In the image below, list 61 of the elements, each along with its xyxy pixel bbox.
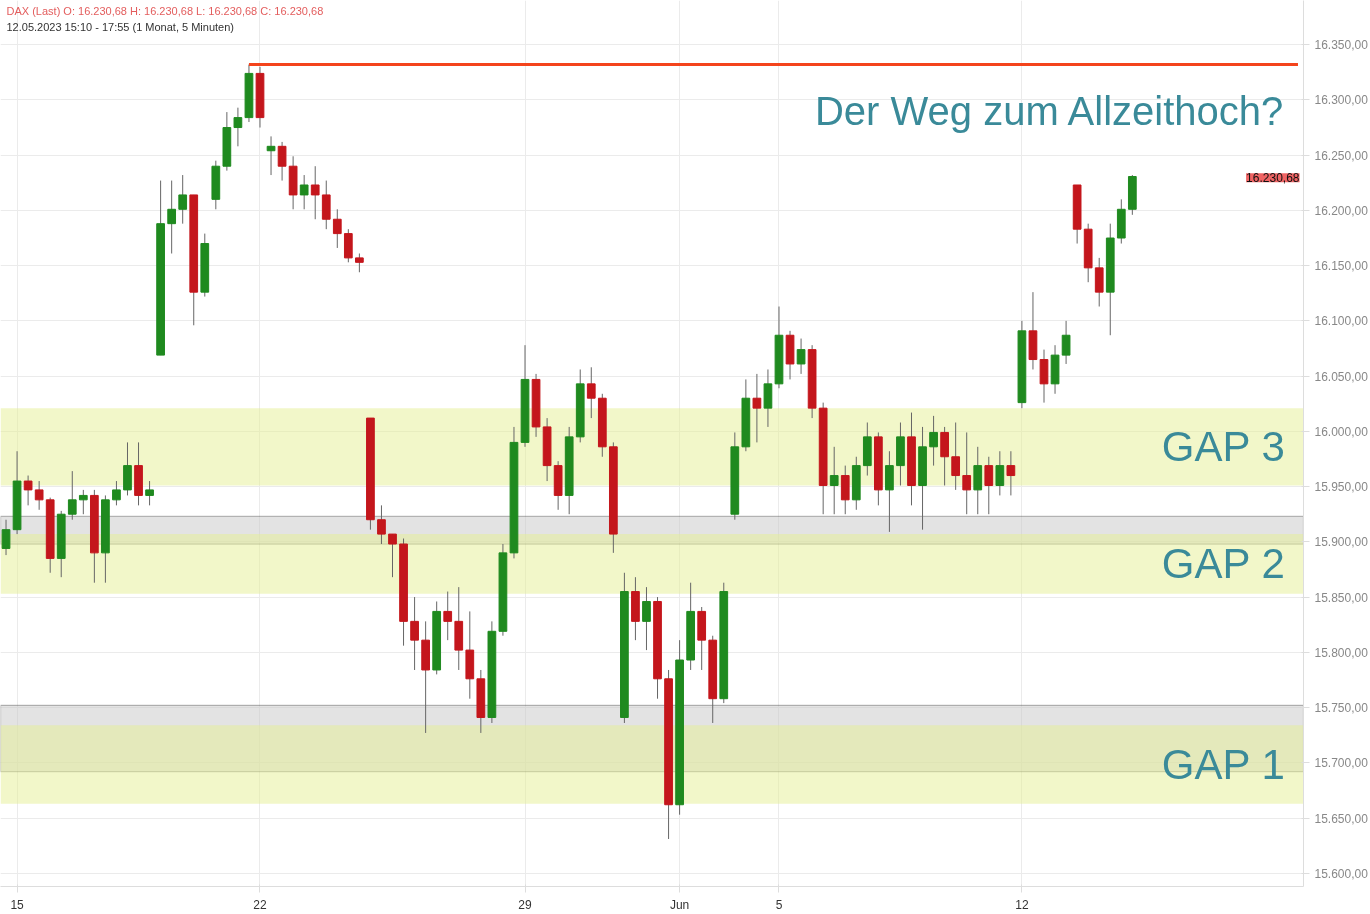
x-tick-label: 15 xyxy=(10,897,25,912)
y-tick-label: 16.050,00 xyxy=(1314,369,1369,384)
y-tick-label: 16.300,00 xyxy=(1314,93,1369,108)
x-tick-label: 22 xyxy=(253,897,267,912)
candlestick xyxy=(299,174,309,210)
y-tick-label: 15.650,00 xyxy=(1314,811,1369,826)
y-tick-label: 15.700,00 xyxy=(1314,756,1369,771)
candlestick xyxy=(167,180,177,254)
x-tick-label: 29 xyxy=(518,897,533,912)
candlestick xyxy=(752,373,762,443)
candlestick xyxy=(443,591,453,641)
candlestick xyxy=(995,450,1005,496)
x-tick-label: Jun xyxy=(669,897,690,912)
y-tick-label: 15.950,00 xyxy=(1314,480,1369,495)
y-tick-label: 15.800,00 xyxy=(1314,645,1369,660)
candlestick xyxy=(929,415,938,467)
candlestick xyxy=(410,596,419,671)
chart-title: DAX (Last) O: 16.230,68 H: 16.230,68 L: 16.230,68 C: 16.230,68 xyxy=(6,4,324,17)
candlestick xyxy=(1006,450,1016,496)
y-tick-label: 16.350,00 xyxy=(1314,38,1369,53)
annotation: Der Weg zum Allzeithoch? xyxy=(814,89,1284,134)
y-tick-label: 15.900,00 xyxy=(1314,535,1369,550)
y-tick-label: 15.850,00 xyxy=(1314,590,1369,605)
candlestick xyxy=(1,519,11,556)
candlestick xyxy=(145,480,154,506)
y-tick-label: 15.600,00 xyxy=(1314,866,1369,881)
band-label: GAP 2 xyxy=(1161,540,1285,588)
text: 12.05.2023 15:10 - 17:55 (1 Monat, 5 Minuten) xyxy=(6,20,234,33)
candlestick xyxy=(1061,320,1071,365)
band-label: GAP 1 xyxy=(1161,740,1285,788)
candlestick xyxy=(266,135,276,176)
candlestick xyxy=(951,422,961,491)
x-tick-label: 12 xyxy=(1015,897,1029,912)
y-tick-label: 16.250,00 xyxy=(1314,148,1369,163)
candlestick xyxy=(388,533,397,578)
band-label: GAP 3 xyxy=(1161,423,1285,471)
candlestick xyxy=(586,366,596,419)
candlestick xyxy=(34,480,44,511)
y-tick-label: 16.200,00 xyxy=(1314,203,1369,218)
candlestick xyxy=(233,107,243,147)
candlestick xyxy=(642,586,651,651)
y-tick-label: 16.000,00 xyxy=(1314,424,1369,439)
y-tick-label: 15.750,00 xyxy=(1314,701,1369,716)
y-tick-label: 16.150,00 xyxy=(1314,259,1369,274)
candlestick xyxy=(112,480,121,506)
candlestick xyxy=(23,475,33,506)
candlestick xyxy=(332,208,342,249)
candlestick xyxy=(178,174,188,225)
candlestick xyxy=(377,504,386,545)
candlestick xyxy=(984,456,994,515)
candlestick xyxy=(355,252,364,273)
candlestick xyxy=(962,431,972,515)
candlestick xyxy=(796,338,806,375)
candlestick xyxy=(310,165,320,220)
x-tick-label: 5 xyxy=(775,897,783,912)
candlestick xyxy=(78,489,88,515)
candlestick xyxy=(829,446,839,515)
y-tick-label: 16.100,00 xyxy=(1314,314,1369,329)
annotation: 16.230,68 xyxy=(1246,171,1300,186)
candlestick xyxy=(67,470,77,521)
candlestick xyxy=(277,141,287,182)
